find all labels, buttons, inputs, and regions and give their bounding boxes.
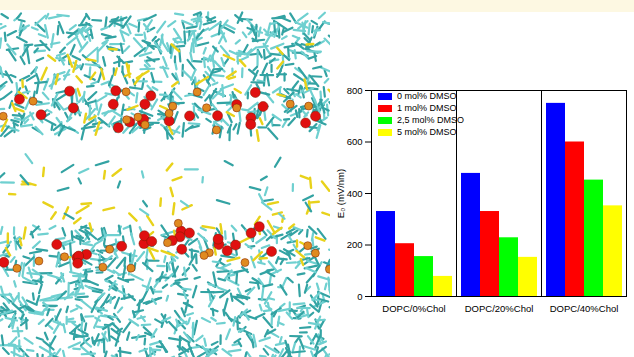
html-text:1 mol% DMSO: 1 mol% DMSO <box>397 103 457 113</box>
svg-text:DOPC/20%Chol: DOPC/20%Chol <box>465 303 534 314</box>
html-text:0 mol% DMSO: 0 mol% DMSO <box>397 91 457 101</box>
svg-text:800: 800 <box>347 85 363 96</box>
svg-text:0: 0 <box>357 291 362 302</box>
svg-text:200: 200 <box>347 239 363 250</box>
svg-text:DOPC/40%Chol: DOPC/40%Chol <box>550 303 619 314</box>
svg-text:DOPC/0%Chol: DOPC/0%Chol <box>382 303 445 314</box>
svg-text:400: 400 <box>347 188 363 199</box>
html-text:2,5 mol% DMSO: 2,5 mol% DMSO <box>397 115 464 125</box>
svg-text:600: 600 <box>347 136 363 147</box>
svg-text:E₀ (mV/nm): E₀ (mV/nm) <box>335 169 346 218</box>
html-text:5 mol% DMSO: 5 mol% DMSO <box>397 127 457 137</box>
